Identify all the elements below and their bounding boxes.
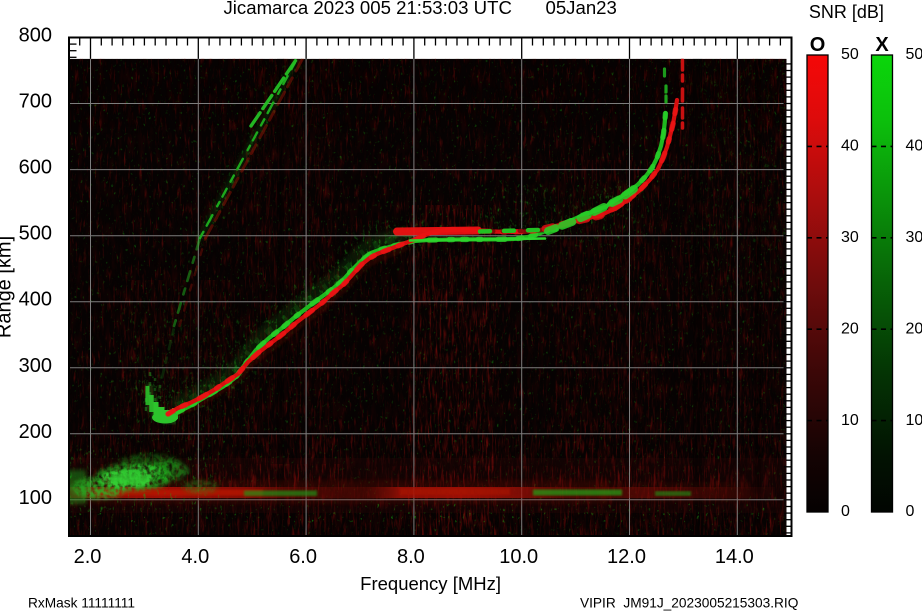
svg-text:6.0: 6.0 xyxy=(289,546,317,568)
svg-text:14.0: 14.0 xyxy=(715,546,754,568)
svg-text:40: 40 xyxy=(906,138,922,155)
svg-text:300: 300 xyxy=(19,355,52,377)
svg-text:X: X xyxy=(875,34,889,56)
svg-text:Range [km]: Range [km] xyxy=(0,236,16,338)
svg-text:12.0: 12.0 xyxy=(607,546,646,568)
svg-text:30: 30 xyxy=(841,229,859,246)
svg-text:0: 0 xyxy=(841,503,850,520)
svg-text:4.0: 4.0 xyxy=(181,546,209,568)
svg-text:700: 700 xyxy=(19,91,52,113)
svg-text:RxMask 11111111: RxMask 11111111 xyxy=(28,596,135,611)
svg-text:30: 30 xyxy=(906,229,922,246)
svg-text:10: 10 xyxy=(906,412,922,429)
svg-text:8.0: 8.0 xyxy=(397,546,425,568)
svg-text:400: 400 xyxy=(19,289,52,311)
svg-text:100: 100 xyxy=(19,487,52,509)
svg-text:O: O xyxy=(810,34,826,56)
svg-text:VIPIR JM91J_2023005215303.RIQ: VIPIR JM91J_2023005215303.RIQ xyxy=(580,596,798,611)
svg-text:40: 40 xyxy=(841,138,859,155)
svg-text:800: 800 xyxy=(19,25,52,47)
svg-text:500: 500 xyxy=(19,223,52,245)
svg-text:10.0: 10.0 xyxy=(499,546,538,568)
svg-text:50: 50 xyxy=(906,46,922,63)
svg-text:600: 600 xyxy=(19,157,52,179)
svg-text:Frequency [MHz]: Frequency [MHz] xyxy=(360,573,501,594)
svg-text:20: 20 xyxy=(841,320,859,337)
svg-text:Jicamarca 2023 005 21:53:03 UT: Jicamarca 2023 005 21:53:03 UTC xyxy=(224,0,512,18)
svg-text:10: 10 xyxy=(841,412,859,429)
svg-text:50: 50 xyxy=(841,46,859,63)
svg-text:20: 20 xyxy=(906,320,922,337)
svg-text:0: 0 xyxy=(906,503,915,520)
svg-text:2.0: 2.0 xyxy=(74,546,102,568)
svg-text:SNR [dB]: SNR [dB] xyxy=(809,2,884,22)
svg-text:05Jan23: 05Jan23 xyxy=(546,0,617,18)
svg-text:200: 200 xyxy=(19,421,52,443)
